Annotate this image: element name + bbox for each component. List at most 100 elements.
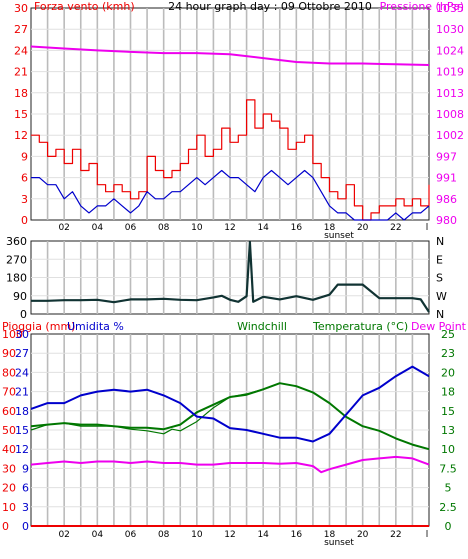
rain-y-tick-label: 6 (22, 482, 29, 495)
x-tick-label: 22 (390, 223, 401, 233)
wind-y-tick-label: 3 (21, 193, 28, 206)
sunset-label-wind: sunset (324, 231, 354, 241)
x-tick-label: 18 (324, 530, 336, 540)
pressure-y-tick-label: 1019 (436, 66, 464, 79)
direction-y-tick-label: 180 (6, 272, 27, 285)
pressure-y-tick-label: 991 (436, 172, 457, 185)
wind-tick-labels: 0 3 6 9 12 15 18 21 24 27 30 980 986 991 997 1002 1008 10… (14, 2, 464, 233)
humidity-y-tick-label: 80 (2, 366, 16, 379)
temperature-y-tick-label: 7.5 (439, 462, 457, 475)
humidity-line (30, 365, 430, 443)
pressure-y-tick-label: 1030 (436, 23, 464, 36)
humidity-y-tick-label: 30 (2, 462, 16, 475)
wind-gust-line (31, 99, 430, 221)
x-tick-label: 12 (224, 223, 235, 233)
temperature-y-tick-label: 15 (441, 405, 455, 418)
wind-y-tick-label: 9 (21, 150, 28, 163)
wind-y-tick-label: 15 (14, 108, 28, 121)
compass-tick-label: S (436, 272, 443, 285)
humidity-y-tick-label: 20 (2, 482, 16, 495)
temperature-panel-grid (31, 334, 429, 526)
x-tick-label: 20 (357, 223, 369, 233)
humidity-y-tick-label: 50 (2, 424, 16, 437)
x-tick-label: 14 (257, 223, 269, 233)
direction-panel-grid (31, 241, 429, 314)
temperature-y-tick-label: 20 (441, 366, 455, 379)
temperature-line (30, 382, 430, 451)
humidity-y-tick-label: 60 (2, 405, 16, 418)
x-tick-label: 16 (291, 223, 303, 233)
pressure-axis-title: Pressione (hPa) (380, 0, 464, 13)
temperature-y-tick-label: 5 (445, 482, 452, 495)
compass-tick-label: N (436, 308, 444, 321)
wind-series-layer (30, 45, 430, 221)
rain-y-tick-label: 9 (22, 462, 29, 475)
rain-y-tick-label: 30 (15, 328, 29, 341)
x-tick-label: 02 (58, 530, 69, 540)
humidity-y-tick-label: 0 (2, 520, 9, 533)
wind-y-tick-label: 18 (14, 87, 28, 100)
pressure-y-tick-label: 980 (436, 214, 457, 227)
pressure-y-tick-label: 986 (436, 193, 457, 206)
rain-y-tick-label: 18 (15, 405, 29, 418)
pressure-y-tick-label: 1024 (436, 44, 464, 57)
pressure-y-tick-label: 997 (436, 150, 457, 163)
humidity-axis-title: Umidita % (67, 320, 124, 333)
pressure-y-tick-label: 1035 (436, 2, 464, 15)
direction-y-tick-label: 270 (6, 253, 27, 266)
dewpoint-line (30, 455, 430, 474)
compass-tick-label: N (436, 235, 444, 248)
windchill-axis-title: Windchill (237, 320, 287, 333)
temperature-series-layer (30, 365, 430, 527)
chart-title: 24 hour graph day : 09 Ottobre 2010 (168, 0, 372, 13)
humidity-y-tick-label: 10 (2, 501, 16, 514)
wind-y-tick-label: 27 (14, 23, 28, 36)
x-tick-label: 18 (324, 223, 336, 233)
wind-panel-grid (31, 8, 429, 220)
rain-y-tick-label: 0 (22, 520, 29, 533)
wind-direction-line (31, 240, 430, 313)
wind-y-tick-label: 6 (21, 172, 28, 185)
wind-y-tick-label: 30 (14, 2, 28, 15)
humidity-y-tick-label: 40 (2, 443, 16, 456)
wind-y-tick-label: 0 (21, 214, 28, 227)
rain-axis-title: Pioggia (mm) (2, 320, 75, 333)
humidity-y-tick-label: 70 (2, 386, 16, 399)
wind-y-tick-label: 24 (14, 44, 28, 57)
rain-y-tick-label: 15 (15, 424, 29, 437)
x-tick-label: 02 (58, 223, 69, 233)
x-tick-label: 08 (158, 530, 170, 540)
direction-y-tick-label: 90 (13, 290, 27, 303)
direction-series-layer (31, 240, 430, 313)
x-tick-label: 04 (92, 223, 104, 233)
temperature-y-tick-label: 13 (441, 424, 455, 437)
temperature-tick-labels: 0102030405060708090100036912151821242730… (2, 328, 457, 540)
pressure-y-tick-label: 1002 (436, 129, 464, 142)
rain-y-tick-label: 3 (22, 501, 29, 514)
x-tick-label: 14 (257, 530, 269, 540)
temperature-y-tick-label: 23 (441, 347, 455, 360)
wind-average-line (31, 169, 430, 221)
pressure-y-tick-label: 1013 (436, 87, 464, 100)
x-tick-label: 10 (191, 530, 203, 540)
compass-tick-label: E (436, 253, 443, 266)
rain-y-tick-label: 24 (15, 366, 29, 379)
x-tick-label: 08 (158, 223, 170, 233)
temperature-y-tick-label: 0 (445, 520, 452, 533)
wind-y-tick-label: 21 (14, 66, 28, 79)
wind-y-tick-label: 12 (14, 129, 28, 142)
pressure-y-tick-label: 1008 (436, 108, 464, 121)
x-tick-label: 06 (125, 530, 137, 540)
compass-tick-label: W (436, 290, 447, 303)
wind-axis-title: Forza vento (kmh) (34, 0, 135, 13)
x-tick-label: 20 (357, 530, 369, 540)
temperature-y-tick-label: 25 (441, 328, 455, 341)
pressure-line (30, 45, 430, 66)
x-tick-label: l (426, 530, 429, 540)
temperature-y-tick-label: 10 (441, 443, 455, 456)
x-tick-label: 04 (92, 530, 104, 540)
temperature-y-tick-label: 2.5 (439, 501, 457, 514)
